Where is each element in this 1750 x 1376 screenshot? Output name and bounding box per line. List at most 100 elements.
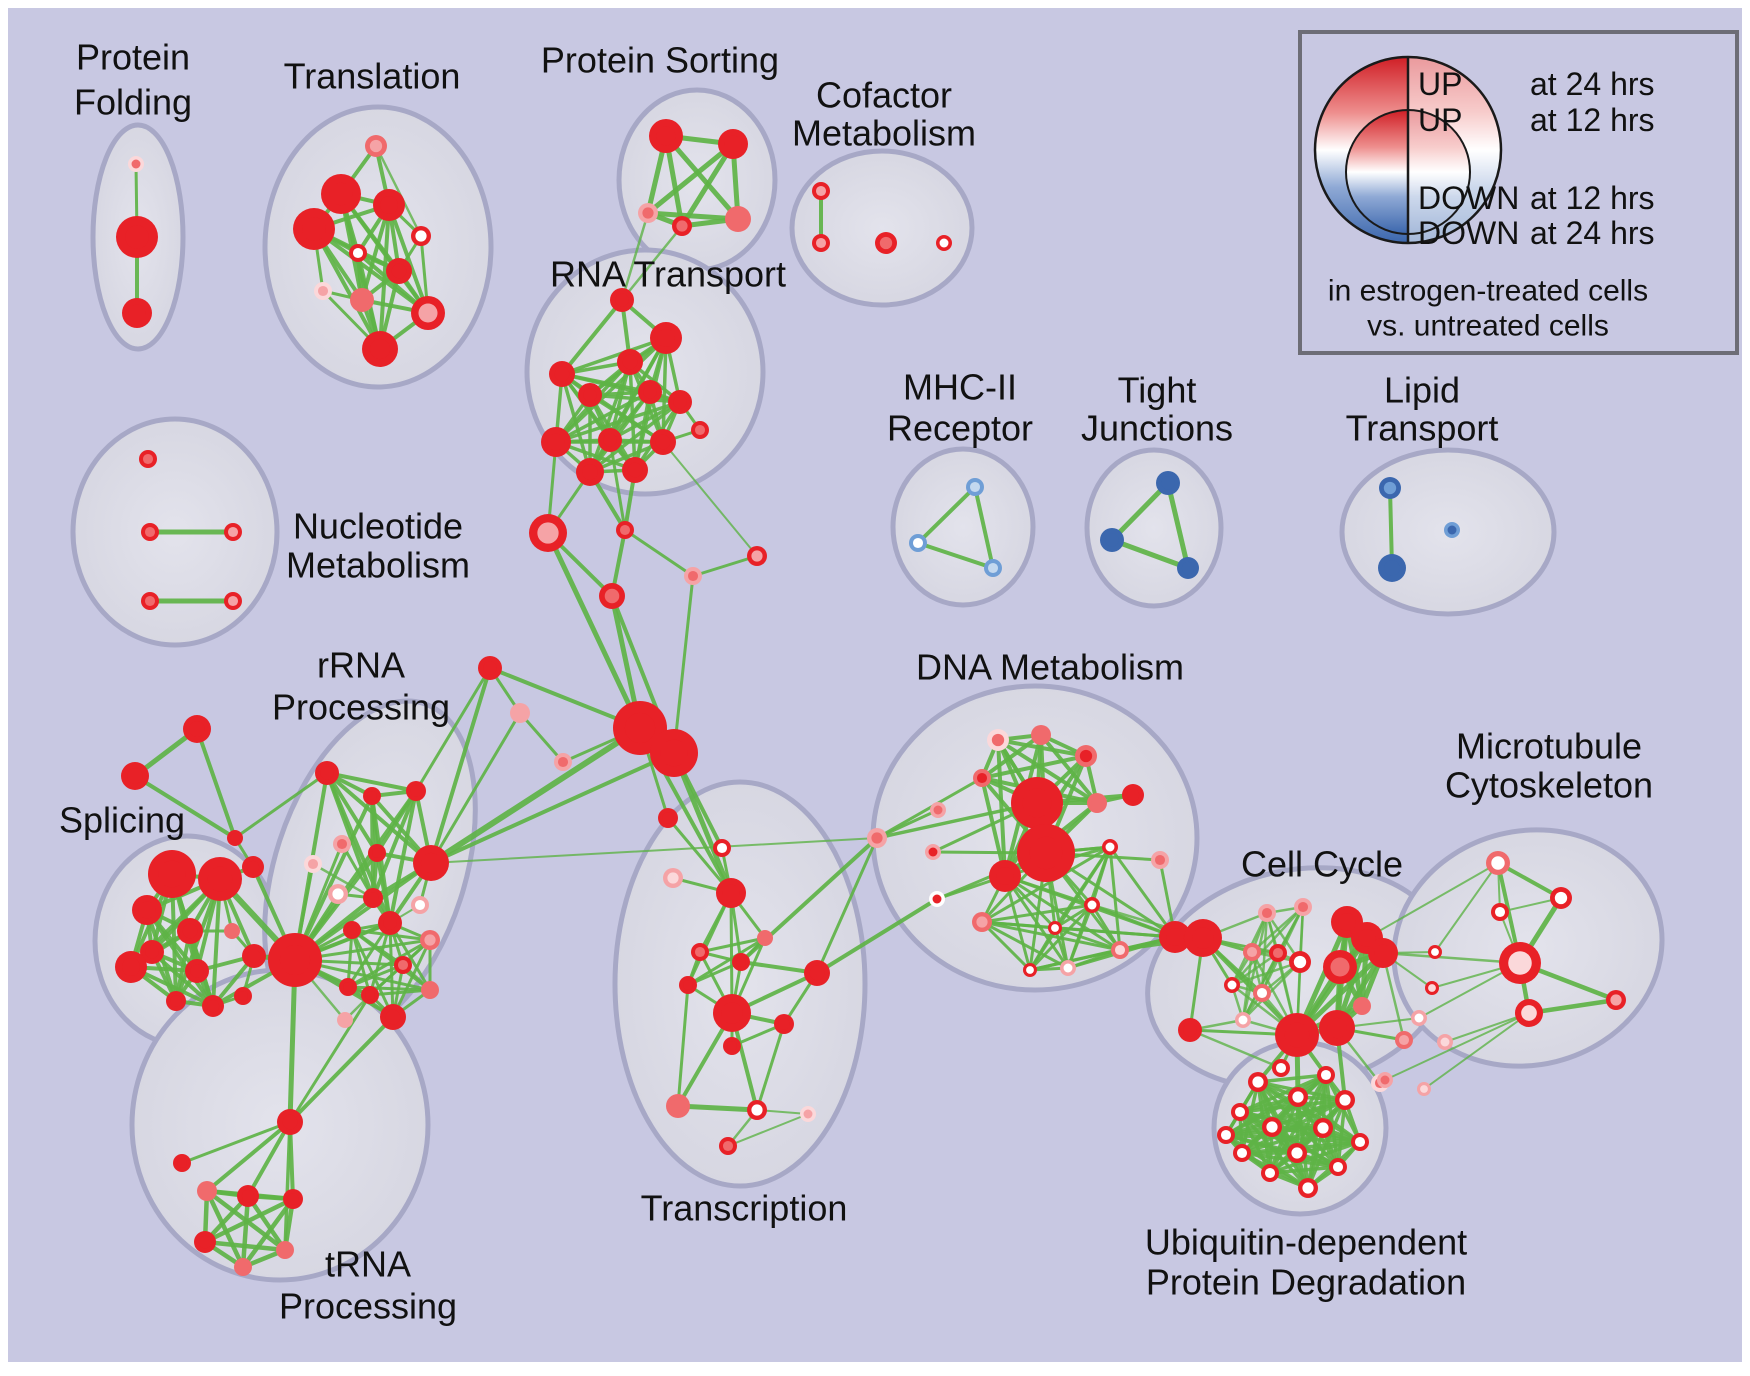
- edge: [1384, 1012, 1530, 1081]
- cluster-label-tight-junctions: Tight: [1118, 370, 1197, 411]
- gene-node-core: [190, 964, 204, 978]
- edge: [1366, 862, 1499, 939]
- gene-node-core: [1079, 749, 1093, 763]
- edge: [1230, 905, 1305, 987]
- gene-node-core: [364, 989, 376, 1001]
- gene-node-core: [939, 238, 949, 248]
- edge: [374, 144, 423, 238]
- gene-node-core: [721, 1002, 743, 1024]
- gene-node-core: [279, 1244, 291, 1256]
- legend-direction-label: DOWN: [1418, 215, 1519, 251]
- gene-node-core: [1326, 1017, 1348, 1039]
- legend-caption: in estrogen-treated cells: [1328, 275, 1648, 308]
- gene-node-core: [554, 366, 570, 382]
- gene-node-core: [144, 526, 156, 538]
- gene-node-core: [247, 949, 261, 963]
- gene-node-core: [138, 901, 156, 919]
- gene-node-core: [1063, 963, 1073, 973]
- gene-node-core: [145, 945, 159, 959]
- gene-node-core: [237, 990, 249, 1002]
- gene-node-core: [340, 1015, 350, 1025]
- gene-node-core: [366, 790, 378, 802]
- cluster-label-ubiquitin-dependent-protein-degradation: Ubiquitin-dependent: [1145, 1222, 1467, 1263]
- gene-node-core: [1291, 1147, 1303, 1159]
- edge: [1188, 1028, 1283, 1070]
- gene-node-core: [627, 462, 643, 478]
- edge: [973, 485, 995, 570]
- gene-node-core: [643, 385, 657, 399]
- gene-node-core: [928, 847, 938, 857]
- edge: [916, 541, 995, 570]
- legend-time-label: at 12 hrs: [1530, 180, 1655, 216]
- nodes-layer: [115, 119, 1626, 1276]
- gene-node-core: [1610, 994, 1622, 1006]
- edge: [1238, 1073, 1328, 1114]
- cluster-label-protein-folding: Folding: [74, 82, 192, 123]
- gene-node-core: [1272, 947, 1284, 959]
- gene-node-core: [369, 338, 391, 360]
- gene-node-core: [1252, 1076, 1264, 1088]
- gene-node-core: [424, 934, 436, 946]
- gene-node-core: [279, 944, 311, 976]
- edge: [1224, 1133, 1310, 1190]
- gene-node-core: [1330, 957, 1350, 977]
- gene-node-core: [1022, 788, 1052, 818]
- gene-node-core: [415, 230, 427, 242]
- cluster-label-rrna-processing: rRNA: [317, 645, 405, 686]
- edge: [875, 801, 1039, 840]
- edge: [815, 836, 879, 975]
- gene-node-core: [1431, 948, 1439, 956]
- gene-node-core: [246, 860, 260, 874]
- cluster-label-rrna-processing: Processing: [272, 687, 450, 728]
- edge: [202, 1239, 288, 1253]
- edge: [1526, 997, 1619, 1016]
- edge: [180, 1120, 292, 1165]
- gene-node-core: [1051, 924, 1059, 932]
- cluster-ellipse-cofactor-metabolism: [789, 148, 975, 308]
- edge: [620, 211, 650, 302]
- edge: [1295, 1073, 1328, 1155]
- edge: [429, 666, 492, 865]
- edge: [1224, 1073, 1328, 1137]
- gene-node-core: [1234, 1106, 1246, 1118]
- edge: [387, 203, 430, 315]
- gene-node-core: [557, 756, 569, 768]
- gene-node-core: [726, 1040, 738, 1052]
- edge: [204, 1188, 246, 1270]
- gene-node-core: [619, 524, 631, 536]
- edge: [588, 360, 632, 474]
- cluster-ellipse-tight-junctions: [1084, 447, 1224, 609]
- gene-node-core: [336, 838, 348, 850]
- edge: [1256, 1073, 1328, 1084]
- edge: [429, 751, 676, 865]
- gene-node-core: [1494, 906, 1506, 918]
- gene-node-core: [991, 733, 1005, 747]
- gene-node-core: [1114, 944, 1126, 956]
- edge: [240, 1193, 251, 1270]
- gene-node-core: [514, 707, 526, 719]
- gene-node-core: [671, 1099, 685, 1113]
- edge: [133, 774, 237, 840]
- edge: [980, 845, 1112, 924]
- cluster-label-translation: Translation: [284, 56, 461, 97]
- gene-node-core: [547, 433, 565, 451]
- cluster-label-cell-cycle: Cell Cycle: [1241, 844, 1403, 885]
- edge: [1039, 733, 1099, 805]
- gene-node-core: [371, 847, 383, 859]
- gene-node-core: [483, 661, 497, 675]
- gene-node-core: [583, 388, 597, 402]
- edge: [980, 733, 1043, 780]
- gene-node-core: [397, 959, 409, 971]
- edge: [663, 133, 741, 222]
- edge: [325, 771, 418, 793]
- gene-node-core: [656, 126, 676, 146]
- gene-node-core: [615, 293, 629, 307]
- gene-node-core: [778, 1018, 790, 1030]
- gene-node-core: [1384, 560, 1400, 576]
- gene-node-core: [329, 182, 353, 206]
- gene-node-core: [655, 434, 671, 450]
- gene-node-core: [1266, 1121, 1278, 1133]
- edge: [645, 210, 741, 222]
- gene-node-core: [803, 1109, 813, 1119]
- gene-node-core: [724, 135, 742, 153]
